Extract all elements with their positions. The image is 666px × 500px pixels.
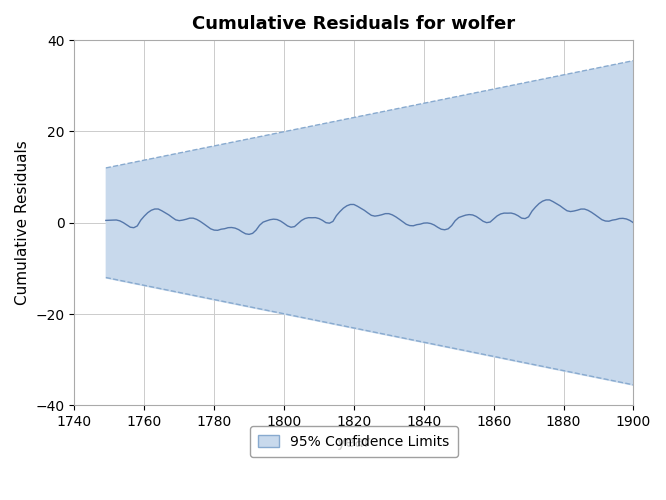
- Y-axis label: Cumulative Residuals: Cumulative Residuals: [15, 140, 30, 305]
- X-axis label: year: year: [337, 434, 371, 450]
- Legend: 95% Confidence Limits: 95% Confidence Limits: [250, 426, 458, 457]
- Title: Cumulative Residuals for wolfer: Cumulative Residuals for wolfer: [192, 15, 515, 33]
